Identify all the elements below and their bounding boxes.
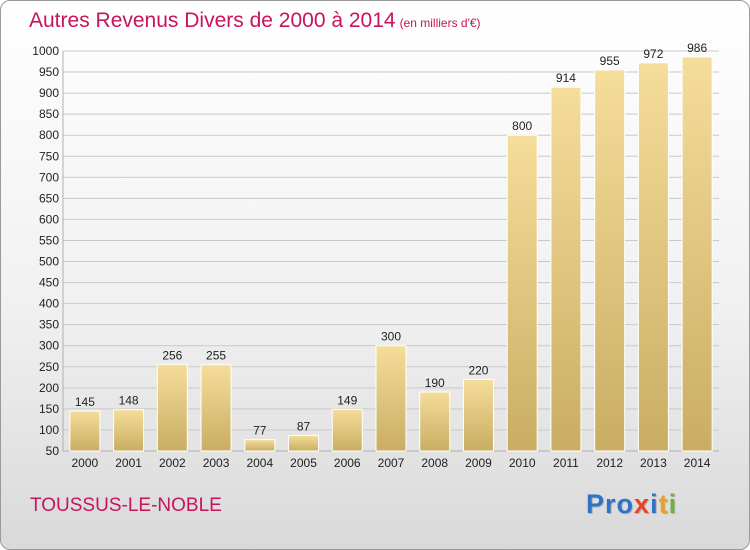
logo-letter: i <box>650 489 659 519</box>
bar-2003 <box>200 364 232 452</box>
bar-2000 <box>69 410 101 452</box>
x-tick-label: 2010 <box>509 456 536 470</box>
y-tick-label: 750 <box>39 149 59 163</box>
bar-2002 <box>156 363 188 452</box>
proxiti-logo: Proxiti <box>586 489 677 520</box>
y-tick-label: 1000 <box>32 44 59 58</box>
chart-subtitle: (en milliers d'€) <box>399 16 481 30</box>
y-tick-label: 650 <box>39 191 59 205</box>
y-tick-label: 950 <box>39 65 59 79</box>
data-label: 955 <box>600 54 620 68</box>
bar-2004 <box>244 439 276 452</box>
data-label: 190 <box>425 376 445 390</box>
y-axis-ticks: 50 100 150 200 250 300 350 400 450 500 550 600 650 70… <box>32 44 59 458</box>
x-tick-label: 2002 <box>159 456 186 470</box>
logo-letter: r <box>605 489 617 519</box>
y-tick-label: 550 <box>39 233 59 247</box>
data-label: 914 <box>556 71 576 85</box>
bar-2014 <box>681 56 713 452</box>
y-tick-label: 850 <box>39 107 59 121</box>
y-tick-label: 400 <box>39 297 59 311</box>
x-tick-label: 2012 <box>596 456 623 470</box>
x-tick-label: 2003 <box>203 456 230 470</box>
data-label: 256 <box>162 348 182 362</box>
y-tick-label: 900 <box>39 86 59 100</box>
data-label: 149 <box>337 393 357 407</box>
x-tick-label: 2013 <box>640 456 667 470</box>
x-tick-label: 2005 <box>290 456 317 470</box>
y-tick-label: 500 <box>39 255 59 269</box>
data-label: 77 <box>253 424 267 438</box>
x-axis-ticks: 2000 2001 2002 2003 2004 2005 2006 2007 2008 2009… <box>72 456 711 470</box>
y-tick-label: 600 <box>39 212 59 226</box>
y-tick-label: 200 <box>39 381 59 395</box>
bar-2001 <box>113 409 145 452</box>
data-label: 255 <box>206 349 226 363</box>
logo-letter: P <box>586 489 606 519</box>
y-tick-label: 800 <box>39 128 59 142</box>
bar-2010 <box>506 134 538 452</box>
logo-letter: i <box>668 489 678 519</box>
y-tick-label: 300 <box>39 339 59 353</box>
y-tick-label: 350 <box>39 318 59 332</box>
data-label: 300 <box>381 330 401 344</box>
bar-2007 <box>375 345 407 452</box>
y-tick-label: 50 <box>46 444 60 458</box>
location-name: TOUSSUS-LE-NOBLE <box>30 495 222 516</box>
logo-letter: x <box>634 489 651 519</box>
x-tick-label: 2004 <box>246 456 273 470</box>
data-label: 87 <box>297 419 311 433</box>
y-tick-label: 700 <box>39 170 59 184</box>
x-tick-label: 2014 <box>684 456 711 470</box>
y-tick-label: 250 <box>39 360 59 374</box>
x-tick-label: 2009 <box>465 456 492 470</box>
bar-2012 <box>594 69 626 452</box>
bar-2008 <box>419 391 451 452</box>
y-tick-label: 100 <box>39 423 59 437</box>
data-label: 800 <box>512 119 532 133</box>
x-tick-label: 2000 <box>72 456 99 470</box>
bar-2009 <box>462 378 494 452</box>
bar-2005 <box>288 434 320 452</box>
x-tick-label: 2001 <box>115 456 142 470</box>
title-text: Autres Revenus Divers de 2000 à 2014 <box>29 9 396 32</box>
data-label: 972 <box>643 47 663 61</box>
x-tick-label: 2008 <box>421 456 448 470</box>
data-label: 145 <box>75 395 95 409</box>
logo-letter: o <box>616 489 635 519</box>
y-tick-label: 450 <box>39 276 59 290</box>
data-label: 148 <box>119 394 139 408</box>
bars <box>69 56 713 452</box>
value-labels: 145 148 256 255 77 87 149 300 190 220 800 914 955 972… <box>75 41 708 438</box>
x-tick-label: 2007 <box>378 456 405 470</box>
data-label: 220 <box>468 363 488 377</box>
x-tick-label: 2011 <box>553 456 579 470</box>
bar-2006 <box>331 408 363 452</box>
chart-title: Autres Revenus Divers de 2000 à 2014 (en … <box>29 9 481 33</box>
data-label: 986 <box>687 41 707 55</box>
y-tick-label: 150 <box>39 402 59 416</box>
bar-2011 <box>550 86 582 452</box>
logo-letter: t <box>658 489 669 519</box>
x-tick-label: 2006 <box>334 456 361 470</box>
bar-2013 <box>637 62 669 452</box>
